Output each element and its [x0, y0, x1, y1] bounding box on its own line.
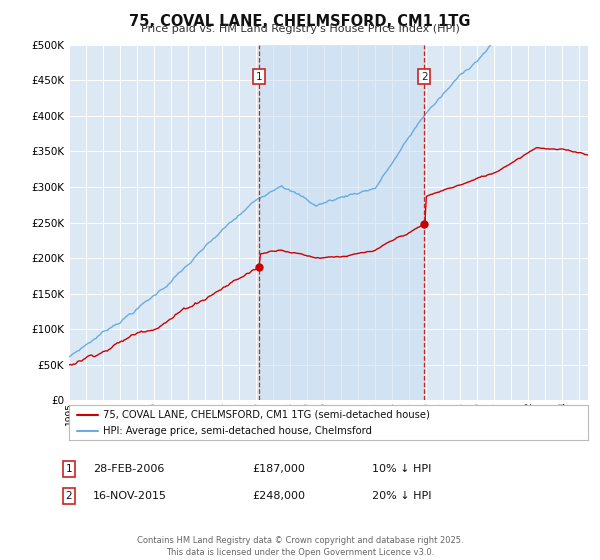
Text: £248,000: £248,000 [252, 491, 305, 501]
Text: 2: 2 [421, 72, 428, 82]
Text: 16-NOV-2015: 16-NOV-2015 [93, 491, 167, 501]
Text: 75, COVAL LANE, CHELMSFORD, CM1 1TG (semi-detached house): 75, COVAL LANE, CHELMSFORD, CM1 1TG (sem… [103, 409, 430, 419]
Text: 2: 2 [65, 491, 73, 501]
Text: 75, COVAL LANE, CHELMSFORD, CM1 1TG: 75, COVAL LANE, CHELMSFORD, CM1 1TG [129, 14, 471, 29]
Text: £187,000: £187,000 [252, 464, 305, 474]
Text: 1: 1 [65, 464, 73, 474]
Text: Price paid vs. HM Land Registry's House Price Index (HPI): Price paid vs. HM Land Registry's House … [140, 24, 460, 34]
Bar [259, 45, 424, 400]
Text: 10% ↓ HPI: 10% ↓ HPI [372, 464, 431, 474]
Text: 28-FEB-2006: 28-FEB-2006 [93, 464, 164, 474]
Text: 1: 1 [256, 72, 262, 82]
Text: 20% ↓ HPI: 20% ↓ HPI [372, 491, 431, 501]
Text: Contains HM Land Registry data © Crown copyright and database right 2025.
This d: Contains HM Land Registry data © Crown c… [137, 536, 463, 557]
Text: HPI: Average price, semi-detached house, Chelmsford: HPI: Average price, semi-detached house,… [103, 426, 372, 436]
